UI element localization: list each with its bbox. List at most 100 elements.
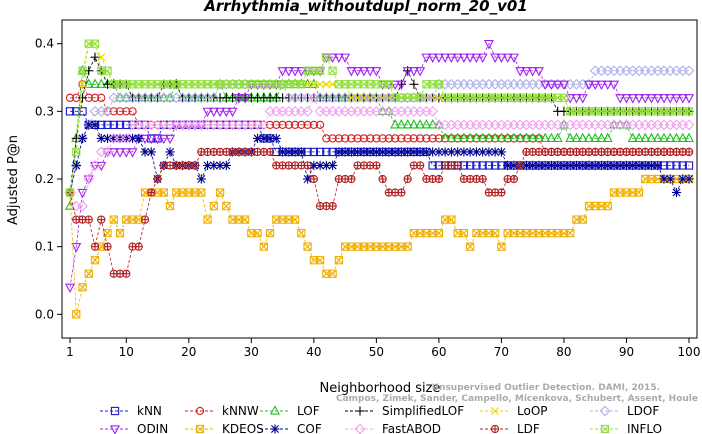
point-kdeos: [84, 269, 93, 278]
point-knnw: [353, 134, 362, 143]
series-ldf: [65, 147, 694, 278]
point-lof: [396, 119, 407, 129]
point-knnw: [278, 120, 287, 130]
legend-item-ldof: LDOF: [590, 404, 659, 418]
point-inflo: [328, 66, 337, 75]
point-kdeos: [459, 228, 469, 238]
series-fastabod: [64, 92, 695, 212]
point-cof: [165, 147, 175, 157]
axes-layer: 1 10 20 30 40 50 60 70 80 90 100 0.0 0.1 0.2 0.3 0.4: [35, 37, 701, 359]
point-lof: [446, 132, 457, 143]
point-kdeos: [466, 242, 475, 251]
point-lof: [89, 78, 101, 88]
point-kdeos: [603, 201, 612, 211]
point-fastabod: [258, 119, 270, 131]
point-kdeos: [78, 283, 87, 292]
point-knn: [484, 161, 494, 170]
point-kdeos: [265, 228, 275, 238]
point-ldf: [415, 161, 425, 170]
x-tick-label: 60: [431, 345, 446, 359]
point-cof: [621, 160, 632, 171]
point-cof: [365, 147, 375, 157]
x-tick-label: 40: [306, 345, 321, 359]
y-axis-label: Adjusted P@n: [6, 135, 21, 225]
point-lof: [671, 132, 682, 143]
point-ldf: [140, 215, 150, 224]
point-odin: [446, 53, 457, 63]
point-odin: [615, 94, 626, 104]
point-cof: [440, 147, 450, 157]
point-knnw: [390, 134, 400, 143]
point-odin: [158, 134, 169, 145]
series-line-ldf: [69, 151, 689, 275]
point-knnw: [359, 134, 369, 143]
point-lof: [508, 132, 519, 143]
point-kdeos: [90, 256, 100, 265]
point-cof: [503, 160, 513, 171]
point-knn: [466, 161, 475, 170]
point-knn: [103, 120, 112, 130]
point-odin: [340, 53, 351, 63]
point-odin: [596, 80, 607, 91]
point-cof: [77, 133, 88, 144]
point-lof: [583, 132, 594, 143]
point-knnw: [409, 134, 419, 143]
x-tick-label: 10: [119, 345, 134, 359]
point-ldf: [397, 188, 406, 197]
point-simplifiedlof: [77, 93, 88, 103]
series-line-ldof: [69, 70, 689, 193]
legend-marker: [491, 407, 499, 415]
point-kdeos: [290, 215, 300, 224]
point-lof: [390, 119, 401, 129]
point-odin: [521, 67, 532, 77]
legend-marker: [270, 424, 280, 434]
point-odin: [527, 67, 538, 77]
point-odin: [502, 53, 513, 63]
series-layer: [64, 39, 695, 319]
point-knnw: [65, 93, 75, 102]
point-lof: [440, 132, 451, 143]
point-odin: [283, 67, 294, 77]
point-odin: [477, 53, 488, 63]
point-kdeos: [209, 201, 218, 211]
point-lof: [565, 132, 576, 143]
point-kdeos: [403, 242, 412, 251]
point-knnw: [328, 134, 337, 143]
point-lof: [490, 132, 501, 143]
point-knnw: [109, 107, 118, 116]
legend-label: ODIN: [137, 422, 168, 434]
point-knn: [115, 120, 125, 130]
point-odin: [202, 107, 213, 118]
point-knn: [65, 107, 75, 116]
point-odin: [77, 188, 88, 199]
credit-line-2: Unsupervised Outlier Detection. DAMI, 20…: [432, 383, 660, 393]
x-tick-label: 20: [181, 345, 196, 359]
point-odin: [640, 94, 651, 104]
point-odin: [227, 107, 238, 118]
point-inflo: [315, 66, 325, 75]
x-axis-label: Neighborhood size: [320, 381, 441, 396]
point-lof: [546, 132, 557, 143]
legend-marker: [109, 425, 121, 434]
point-cof: [328, 160, 338, 171]
point-lof: [627, 132, 638, 143]
y-tick-label: 0.2: [35, 172, 54, 186]
point-fastabod: [77, 200, 88, 212]
point-knnw: [322, 134, 331, 143]
point-fastabod: [83, 173, 95, 185]
point-inflo: [90, 39, 100, 48]
legend-label: kNNW: [222, 404, 259, 418]
point-odin: [358, 67, 369, 77]
point-cof: [252, 133, 263, 144]
point-ldf: [265, 147, 275, 157]
point-ldf: [153, 174, 162, 184]
point-odin: [146, 134, 157, 145]
legend-marker: [110, 406, 120, 416]
point-cof: [665, 174, 675, 184]
point-loop: [309, 80, 318, 89]
point-odin: [577, 94, 588, 104]
point-knnw: [309, 120, 318, 130]
point-odin: [427, 53, 438, 63]
point-lof: [302, 78, 313, 88]
point-odin: [277, 67, 288, 77]
